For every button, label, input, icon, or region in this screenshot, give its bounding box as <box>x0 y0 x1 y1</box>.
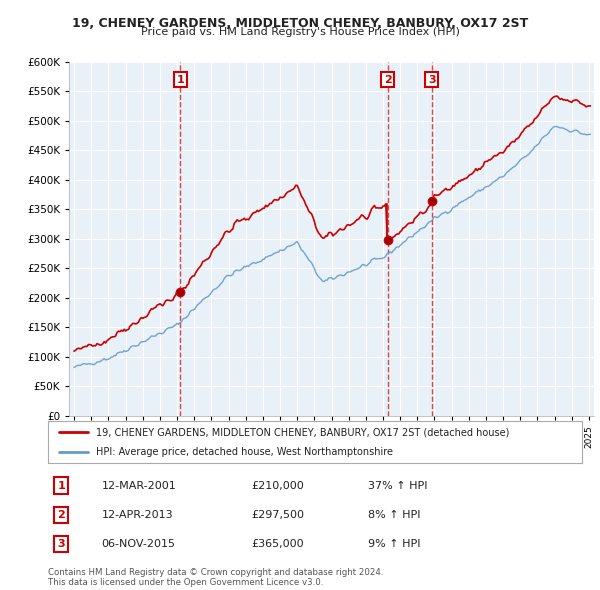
Text: 3: 3 <box>58 539 65 549</box>
Text: £297,500: £297,500 <box>251 510 304 520</box>
Text: 19, CHENEY GARDENS, MIDDLETON CHENEY, BANBURY, OX17 2ST: 19, CHENEY GARDENS, MIDDLETON CHENEY, BA… <box>72 17 528 30</box>
Text: 12-MAR-2001: 12-MAR-2001 <box>101 481 176 490</box>
Text: £365,000: £365,000 <box>251 539 304 549</box>
Text: Price paid vs. HM Land Registry's House Price Index (HPI): Price paid vs. HM Land Registry's House … <box>140 27 460 37</box>
Text: £210,000: £210,000 <box>251 481 304 490</box>
Text: 12-APR-2013: 12-APR-2013 <box>101 510 173 520</box>
Text: 3: 3 <box>428 75 436 84</box>
Text: HPI: Average price, detached house, West Northamptonshire: HPI: Average price, detached house, West… <box>96 447 393 457</box>
Text: 1: 1 <box>58 481 65 490</box>
Text: Contains HM Land Registry data © Crown copyright and database right 2024.
This d: Contains HM Land Registry data © Crown c… <box>48 568 383 587</box>
Text: 19, CHENEY GARDENS, MIDDLETON CHENEY, BANBURY, OX17 2ST (detached house): 19, CHENEY GARDENS, MIDDLETON CHENEY, BA… <box>96 427 509 437</box>
Text: 8% ↑ HPI: 8% ↑ HPI <box>368 510 421 520</box>
Text: 9% ↑ HPI: 9% ↑ HPI <box>368 539 421 549</box>
Text: 1: 1 <box>176 75 184 84</box>
Text: 2: 2 <box>58 510 65 520</box>
Text: 37% ↑ HPI: 37% ↑ HPI <box>368 481 428 490</box>
Text: 06-NOV-2015: 06-NOV-2015 <box>101 539 175 549</box>
Text: 2: 2 <box>384 75 392 84</box>
